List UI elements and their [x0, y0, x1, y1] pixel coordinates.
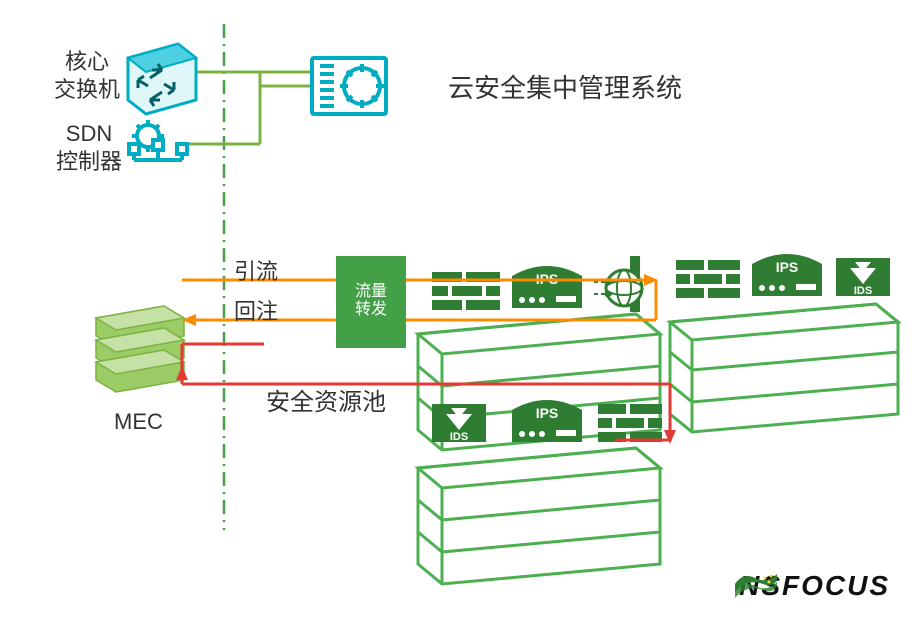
firewall-3 — [598, 404, 662, 442]
mec-icon — [96, 306, 184, 392]
ips-1: IPS — [512, 266, 582, 308]
mgmt-system-icon — [312, 58, 386, 114]
svg-text:IPS: IPS — [536, 405, 559, 421]
huizhu-label: 回注 — [234, 298, 278, 326]
firewall-2 — [676, 260, 740, 298]
svg-text:IDS: IDS — [450, 431, 468, 443]
mec-label: MEC — [114, 408, 163, 436]
svg-text:IPS: IPS — [776, 259, 799, 275]
core-switch-label: 核心 交换机 — [54, 48, 120, 103]
globe-icon — [594, 256, 642, 312]
svg-text:IDS: IDS — [854, 285, 872, 297]
sdn-label: SDN 控制器 — [56, 120, 122, 175]
brand-logo: NSFOCUS — [733, 570, 890, 602]
core-switch-icon — [128, 44, 196, 114]
ips-2: IPS — [752, 254, 822, 296]
sdn-controller-icon — [128, 120, 188, 166]
ids-2: IDS — [432, 404, 486, 443]
firewall-1 — [432, 272, 500, 310]
mgmt-label: 云安全集中管理系统 — [448, 72, 682, 105]
ids-1: IDS — [836, 258, 890, 297]
platform-3 — [418, 448, 660, 584]
ips-3: IPS — [512, 400, 582, 442]
pool-label: 安全资源池 — [266, 388, 386, 418]
yinliu-label: 引流 — [234, 258, 278, 286]
platform-2 — [670, 304, 898, 432]
